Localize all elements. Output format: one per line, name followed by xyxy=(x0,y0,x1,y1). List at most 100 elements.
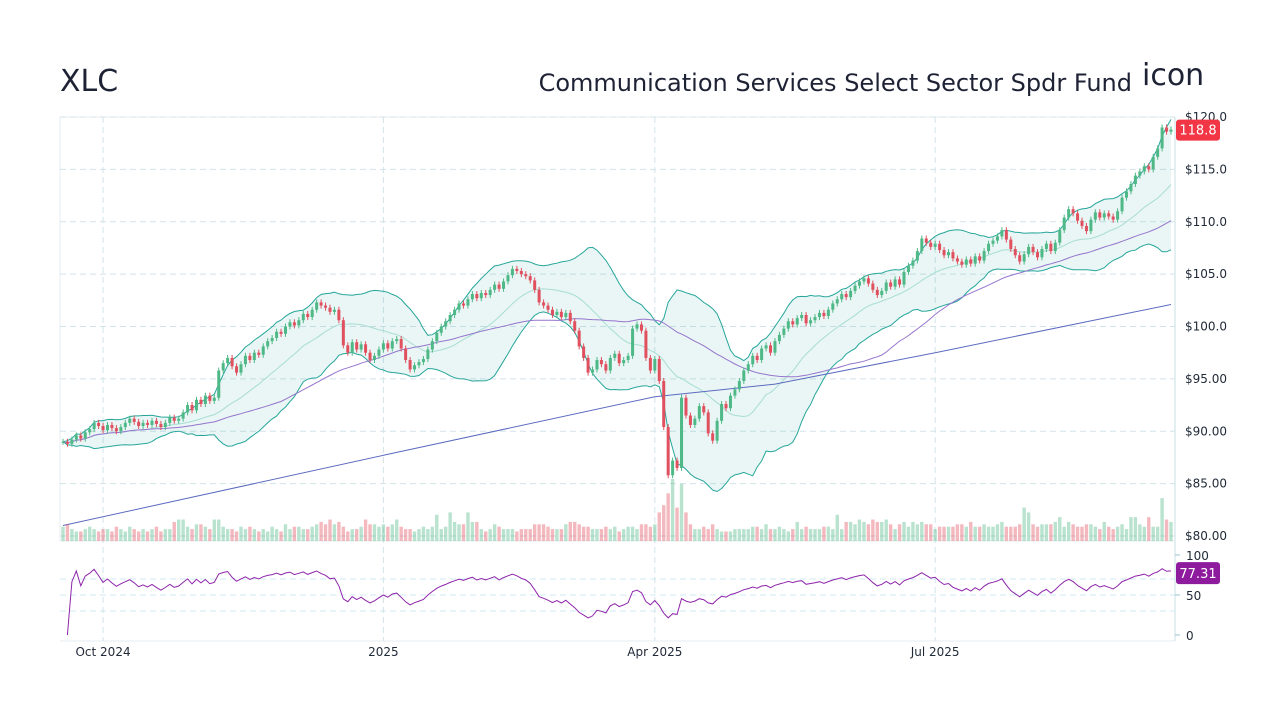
candle-body xyxy=(626,355,630,361)
volume-bar xyxy=(306,529,310,541)
candle-body xyxy=(288,322,292,327)
candle-body xyxy=(212,397,216,401)
candle-body xyxy=(190,405,194,411)
volume-bar xyxy=(528,529,532,541)
volume-bar xyxy=(279,531,283,541)
volume-bar xyxy=(675,507,679,541)
candle-body xyxy=(822,312,826,317)
candle-body xyxy=(97,422,101,427)
candle-body xyxy=(938,243,942,251)
candle-body xyxy=(1147,166,1151,170)
candle-body xyxy=(386,343,390,349)
volume-bar xyxy=(888,524,893,541)
candle-body xyxy=(1120,197,1124,212)
rsi-tick-label: 100 xyxy=(1186,549,1209,563)
volume-bar xyxy=(897,524,902,541)
volume-bar xyxy=(924,524,928,541)
volume-bar xyxy=(1009,526,1013,541)
volume-bar xyxy=(297,526,301,541)
volume-bar xyxy=(346,531,350,541)
volume-bar xyxy=(270,526,274,541)
rsi-tick-label: 50 xyxy=(1186,589,1201,603)
candle-body xyxy=(1133,175,1137,185)
volume-bar xyxy=(1115,526,1120,541)
volume-bar xyxy=(831,529,835,541)
candle-body xyxy=(417,362,421,366)
candle-body xyxy=(181,412,185,419)
candle-body xyxy=(226,357,230,364)
candle-body xyxy=(604,364,608,371)
candle-body xyxy=(537,289,541,303)
price-tick-label: $105.0 xyxy=(1185,267,1227,281)
candle-body xyxy=(1058,230,1062,243)
volume-bar xyxy=(1004,526,1009,541)
volume-bar xyxy=(995,524,1000,541)
candle-body xyxy=(742,370,746,381)
candle-body xyxy=(203,395,207,405)
candle-body xyxy=(413,365,417,370)
candle-body xyxy=(862,278,866,282)
volume-bar xyxy=(163,529,168,541)
last-price-badge xyxy=(1176,119,1220,141)
sma200-line xyxy=(62,304,1172,526)
volume-bar xyxy=(190,529,194,541)
candle-body xyxy=(341,320,345,346)
candle-body xyxy=(266,341,270,347)
volume-bar xyxy=(1000,521,1004,541)
candle-body xyxy=(408,360,412,370)
volume-bar xyxy=(386,526,390,541)
volume-bar xyxy=(835,514,839,541)
candle-body xyxy=(297,320,301,326)
candle-body xyxy=(359,344,363,350)
volume-bar xyxy=(693,529,697,541)
candle-body xyxy=(146,422,150,425)
price-tick-label: $110.0 xyxy=(1185,215,1227,229)
candle-body xyxy=(364,344,368,353)
candle-body xyxy=(568,312,572,322)
volume-bar xyxy=(746,529,750,541)
candle-body xyxy=(372,355,376,361)
volume-bar xyxy=(608,529,613,541)
volume-bar xyxy=(1049,524,1053,541)
volume-bar xyxy=(159,531,163,541)
candle-body xyxy=(1102,213,1106,218)
volume-bar xyxy=(946,526,951,541)
candle-body xyxy=(697,406,701,419)
volume-bar xyxy=(773,529,777,541)
candle-body xyxy=(889,282,893,287)
volume-bar xyxy=(808,529,813,541)
candle-body xyxy=(390,341,394,349)
candle-body xyxy=(826,309,830,317)
candle-body xyxy=(1004,230,1008,240)
candle-body xyxy=(595,360,599,370)
candle-body xyxy=(199,399,203,405)
candle-body xyxy=(1151,156,1155,170)
candle-body xyxy=(1080,220,1084,226)
candle-body xyxy=(720,404,724,421)
volume-bar xyxy=(1040,524,1044,541)
volume-bar xyxy=(1026,512,1031,541)
volume-bar xyxy=(181,519,185,541)
volume-bar xyxy=(519,529,524,541)
volume-bar xyxy=(221,526,225,541)
volume-bar xyxy=(532,524,537,541)
volume-bar xyxy=(1089,524,1093,541)
volume-bar xyxy=(871,519,875,541)
candle-body xyxy=(639,324,643,331)
volume-bar xyxy=(635,529,639,541)
candle-body xyxy=(1040,248,1044,258)
volume-bar xyxy=(964,526,969,541)
candle-body xyxy=(902,272,906,285)
candle-body xyxy=(208,395,212,401)
volume-bar xyxy=(1022,507,1026,541)
candle-body xyxy=(875,289,879,296)
volume-bar xyxy=(1044,524,1049,541)
candle-body xyxy=(444,321,448,327)
candle-body xyxy=(893,279,897,287)
volume-bar xyxy=(1164,519,1169,541)
candle-body xyxy=(1169,129,1173,132)
volume-bar xyxy=(288,529,292,541)
candle-body xyxy=(1062,217,1066,231)
candle-body xyxy=(332,309,336,312)
